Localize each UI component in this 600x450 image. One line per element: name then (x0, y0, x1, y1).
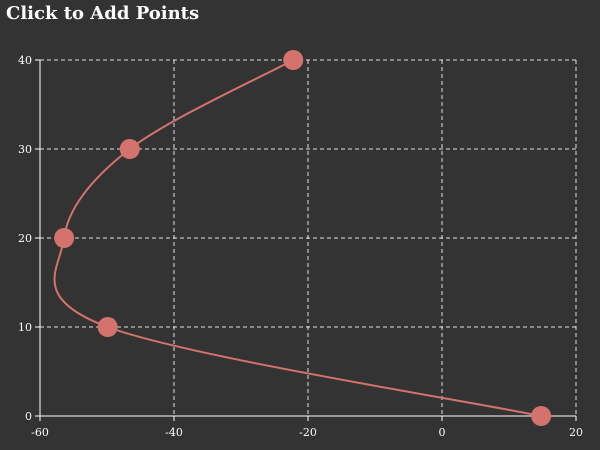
data-point[interactable] (97, 317, 118, 337)
y-tick-label: 10 (18, 321, 32, 334)
data-point[interactable] (283, 50, 304, 70)
x-tick-label: 0 (439, 426, 446, 439)
x-tick-label: -60 (31, 426, 49, 439)
x-tick-label: -40 (165, 426, 183, 439)
x-tick-label: -20 (299, 426, 317, 439)
data-point[interactable] (54, 228, 75, 248)
y-tick-label: 0 (25, 410, 32, 423)
data-point[interactable] (531, 406, 552, 426)
page-title: Click to Add Points (6, 3, 200, 24)
grid (40, 59, 577, 416)
data-point[interactable] (119, 139, 140, 159)
y-tick-label: 20 (18, 232, 32, 245)
y-tick-label: 30 (18, 143, 32, 156)
data-points[interactable] (54, 50, 552, 426)
y-tick-label: 40 (18, 54, 32, 67)
x-axis-ticks: -60 -40 -20 0 20 (31, 416, 583, 439)
y-axis-ticks: 0 10 20 30 40 (18, 54, 40, 423)
x-tick-label: 20 (569, 426, 583, 439)
data-curve (53, 59, 542, 417)
